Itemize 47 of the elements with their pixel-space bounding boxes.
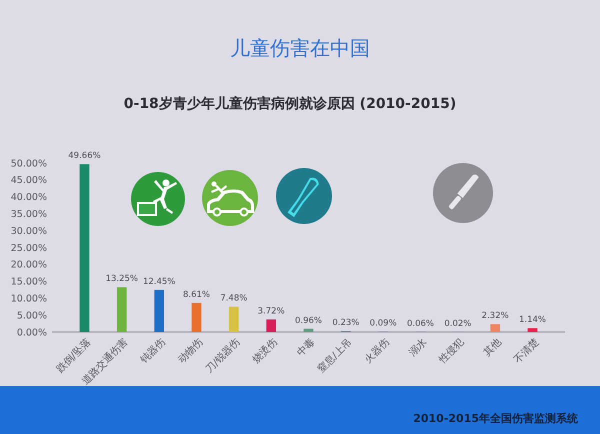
data-label: 0.23% bbox=[332, 318, 360, 328]
y-tick-label: 25.00% bbox=[10, 242, 47, 254]
data-label: 0.06% bbox=[407, 318, 434, 329]
data-label: 0.02% bbox=[444, 318, 472, 329]
x-tick-label: 性侵犯 bbox=[436, 336, 466, 367]
data-label: 12.45% bbox=[142, 276, 176, 287]
bar bbox=[154, 290, 164, 332]
bar bbox=[116, 287, 127, 332]
x-tick-label: 其他 bbox=[481, 336, 504, 359]
x-tick-label: 中毒 bbox=[294, 336, 318, 359]
bar bbox=[80, 164, 90, 332]
x-tick-label: 刀/锐器伤 bbox=[203, 336, 242, 376]
x-tick-label: 动物伤 bbox=[175, 336, 206, 366]
data-label: 49.66% bbox=[68, 151, 101, 162]
y-tick-label: 15.00% bbox=[10, 276, 47, 288]
data-label: 2.32% bbox=[482, 311, 509, 322]
y-tick-label: 10.00% bbox=[10, 294, 47, 305]
y-tick-label: 20.00% bbox=[10, 260, 47, 271]
bar bbox=[266, 319, 276, 332]
y-tick-label: 5.00% bbox=[16, 310, 47, 322]
y-tick-label: 0.00% bbox=[16, 327, 47, 338]
bar bbox=[192, 302, 202, 332]
text: 2010-2015年全国伤害监测系统 bbox=[413, 412, 579, 425]
bar bbox=[304, 328, 314, 332]
bar bbox=[528, 328, 538, 332]
data-label: 7.48% bbox=[220, 294, 248, 304]
x-tick-label: 不清楚 bbox=[511, 336, 542, 366]
bar bbox=[228, 306, 239, 332]
y-tick-label: 30.00% bbox=[10, 226, 47, 237]
x-tick-label: 钝器伤 bbox=[137, 336, 168, 367]
data-label: 3.72% bbox=[258, 306, 285, 316]
chart-title: 儿童伤害在中国 bbox=[230, 36, 370, 60]
data-label: 0.09% bbox=[370, 318, 397, 329]
y-tick-label: 35.00% bbox=[10, 209, 47, 220]
data-label: 13.25% bbox=[106, 274, 138, 284]
data-label: 8.61% bbox=[182, 290, 210, 300]
y-tick-label: 50.00% bbox=[10, 158, 47, 170]
y-tick-label: 45.00% bbox=[10, 175, 47, 186]
bar bbox=[490, 324, 500, 332]
x-tick-label: 烧烫伤 bbox=[250, 336, 280, 366]
x-tick-label: 溺水 bbox=[406, 336, 430, 359]
x-tick-label: 窒息/上吊 bbox=[315, 336, 354, 376]
chart-subtitle: 0-18岁青少年儿童伤害病例就诊原因 (2010-2015) bbox=[124, 95, 456, 112]
x-tick-label: 火器伤 bbox=[362, 336, 392, 366]
y-tick-label: 40.00% bbox=[10, 192, 47, 204]
data-label: 0.96% bbox=[294, 316, 322, 326]
data-label: 1.14% bbox=[519, 315, 546, 326]
